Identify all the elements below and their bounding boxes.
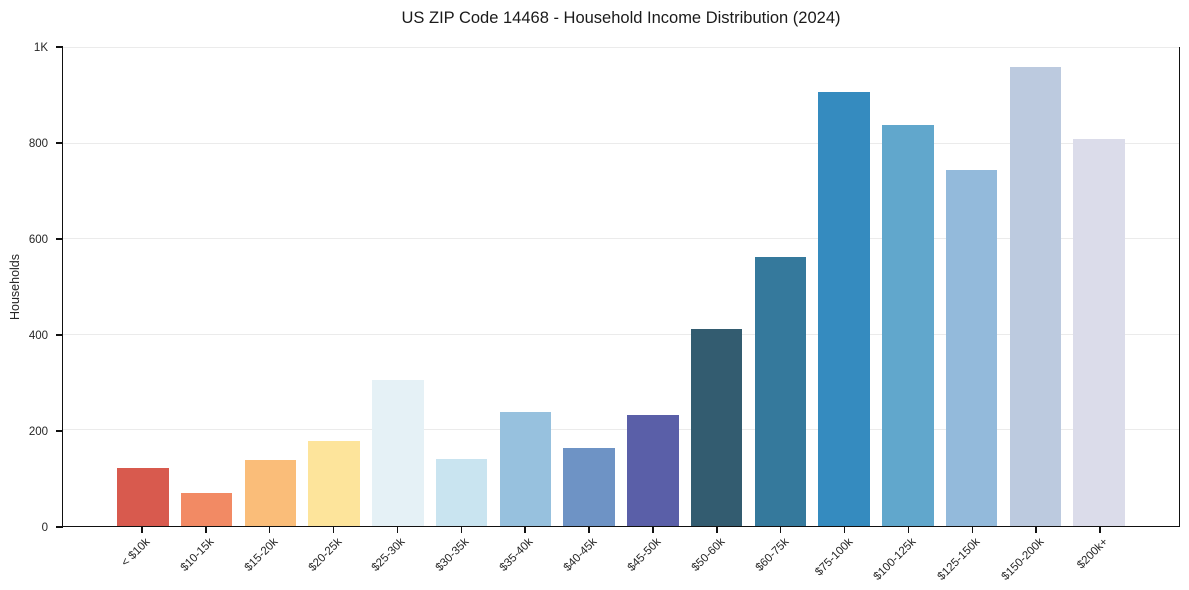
bar-slot [494,48,558,526]
x-tick [141,527,143,533]
x-tick [1035,527,1037,533]
x-tick [396,527,399,533]
bar-slot [430,48,494,526]
bar-slot [1004,48,1068,526]
bar-slot [749,48,813,526]
bar [882,125,934,526]
x-tick [460,527,463,533]
bar [818,91,870,526]
bar [499,412,552,526]
bar-slot [685,48,749,526]
bar [690,329,743,526]
x-tick [971,527,974,533]
plot-area [62,47,1180,527]
y-tick-label: 1K [33,42,48,54]
bar-slot [111,48,175,526]
bar-slot [940,48,1004,526]
bar-slot [557,48,621,526]
y-tick-label: 600 [28,234,48,246]
x-tick [716,527,718,533]
gridline-layer [63,47,1179,526]
y-tick [56,46,63,48]
x-tick [779,527,782,533]
bar [945,169,998,526]
chart-title: US ZIP Code 14468 - Household Income Dis… [401,9,841,27]
x-tick [907,527,910,533]
gridline [63,429,1179,431]
y-tick [56,334,63,336]
bar [117,467,169,526]
y-axis: 0 200 400 600 800 1K [0,42,63,534]
bar-slot [876,48,940,526]
bar [435,459,488,526]
bar-slot [302,48,366,526]
y-tick [56,526,63,528]
bar [244,460,297,526]
x-tick [588,527,590,533]
bar [1073,138,1125,526]
x-tick [268,527,271,533]
bars-layer [63,48,1179,526]
gridline [63,142,1179,144]
gridline [63,238,1179,240]
gridline [63,333,1179,335]
x-tick [524,527,526,533]
y-tick-label: 400 [28,330,48,342]
bar-slot [366,48,430,526]
bar [180,493,233,526]
x-tick [1099,527,1101,533]
bar [754,257,807,526]
y-tick [56,142,63,144]
y-tick-label: 0 [41,522,48,534]
x-tick [652,527,654,533]
x-tick-label: < $10k [119,536,153,570]
bar [627,414,679,526]
x-tick [843,527,846,533]
bar-slot [1067,48,1131,526]
gridline [63,47,1179,48]
y-tick [56,238,63,240]
bar-slot [239,48,303,526]
bar [1009,67,1062,526]
bar [308,440,360,526]
bar-slot [175,48,239,526]
x-tick [205,527,207,533]
y-tick-label: 800 [28,138,48,150]
y-tick [56,430,63,432]
x-tick [332,527,335,533]
bar [372,380,424,526]
bar [563,447,615,526]
y-tick-label: 200 [28,426,48,438]
bar-slot [621,48,685,526]
bar-slot [812,48,876,526]
x-axis: < $10k $10-15k $15-20k $20-25k $25-30k $30-35… [62,527,1180,590]
